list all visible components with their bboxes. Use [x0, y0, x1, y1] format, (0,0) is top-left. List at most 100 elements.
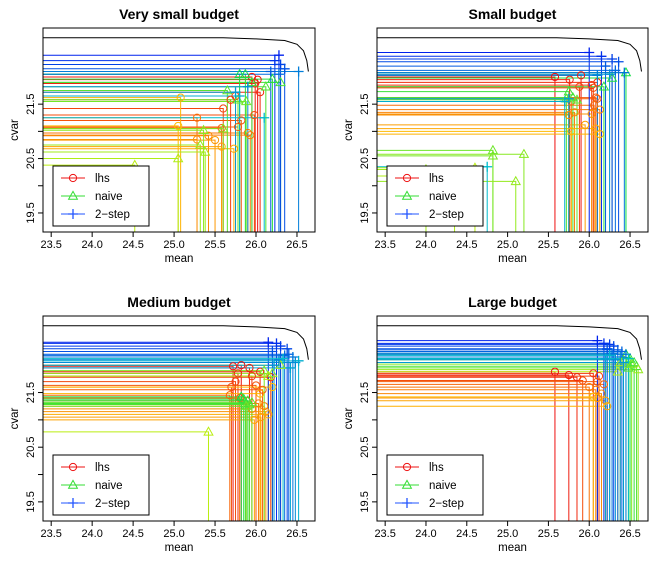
legend-marker — [68, 462, 78, 472]
data-point — [267, 367, 278, 378]
series-naive — [129, 68, 286, 169]
data-point — [256, 88, 265, 97]
data-point — [550, 72, 560, 82]
dominance-line — [43, 151, 206, 232]
data-point — [293, 355, 304, 366]
panel-1: Very small budget 23.5 24.0 24.5 25.0 25.5 26.… — [9, 6, 316, 265]
y-tick-label: 20.5 — [25, 436, 37, 457]
data-point — [487, 144, 499, 155]
data-point — [510, 175, 522, 186]
data-point — [482, 161, 493, 172]
x-tick-label: 26.0 — [579, 239, 600, 251]
pareto-frontier — [377, 37, 642, 72]
data-point — [198, 124, 209, 134]
dominance-line — [43, 148, 235, 232]
x-tick-label: 25.5 — [538, 239, 559, 251]
x-tick-label: 23.5 — [374, 239, 395, 251]
y-tick-label: 19.5 — [25, 202, 37, 223]
x-tick-label: 25.5 — [204, 239, 225, 251]
pareto-frontier — [43, 37, 309, 72]
y-tick-label: 19.5 — [25, 491, 37, 512]
dominance-line — [43, 90, 228, 232]
series-lhs — [174, 72, 265, 153]
data-point — [192, 135, 202, 144]
data-point — [204, 131, 213, 140]
legend-label: 2−step — [429, 498, 464, 510]
data-point — [266, 373, 275, 382]
dominance-line — [43, 114, 255, 232]
data-point — [565, 75, 574, 84]
data-point — [597, 389, 606, 398]
dominance-line — [43, 365, 234, 521]
data-point — [240, 95, 252, 106]
x-tick-label: 23.5 — [40, 528, 61, 540]
data-point — [614, 356, 626, 367]
legend-marker — [401, 479, 413, 489]
dominance-line — [43, 431, 209, 521]
legend-label: naive — [429, 480, 457, 492]
dominance-line — [377, 97, 574, 232]
data-point — [234, 91, 245, 101]
legend: lhs naive 2−step — [52, 454, 150, 516]
legend-marker — [68, 209, 78, 219]
data-point — [612, 344, 623, 355]
x-tick-label: 25.5 — [538, 528, 559, 540]
dominance-line — [43, 139, 216, 232]
data-point — [578, 376, 587, 385]
dominance-line — [43, 128, 224, 232]
dominance-line — [43, 398, 245, 521]
data-point — [285, 362, 296, 373]
x-axis-label: mean — [498, 542, 527, 554]
plot-area — [43, 37, 309, 232]
x-tick-label: 26.0 — [245, 528, 266, 540]
dominance-line — [377, 386, 590, 521]
data-point — [243, 128, 252, 138]
data-point — [240, 400, 252, 410]
data-point — [623, 353, 634, 364]
x-tick-label: 24.0 — [415, 528, 436, 540]
x-axis-label: mean — [165, 253, 194, 265]
series-naive — [612, 348, 644, 376]
data-point — [256, 367, 265, 376]
legend-label: naive — [95, 480, 123, 492]
data-point — [567, 92, 579, 102]
data-point — [567, 127, 576, 136]
data-point — [250, 415, 259, 424]
dominance-line — [43, 400, 249, 521]
x-tick-label: 23.5 — [40, 239, 61, 251]
data-point — [236, 391, 247, 401]
y-axis-label: cvar — [9, 407, 21, 429]
plot-area — [377, 37, 642, 232]
dominance-line — [43, 129, 205, 232]
x-tick-label: 26.0 — [245, 239, 266, 251]
y-tick-label: 19.5 — [359, 491, 371, 512]
data-point — [559, 96, 570, 107]
dominance-line — [377, 86, 605, 232]
data-point — [250, 110, 259, 120]
data-point — [550, 367, 560, 376]
dominance-line — [377, 365, 638, 521]
x-tick-label: 26.5 — [619, 239, 640, 251]
data-point — [619, 67, 630, 78]
dominance-line — [43, 158, 179, 232]
legend-marker — [68, 498, 78, 508]
y-tick-label: 19.5 — [359, 202, 371, 223]
y-tick-label: 20.5 — [359, 148, 371, 169]
data-point — [600, 61, 611, 72]
x-tick-label: 25.0 — [163, 528, 184, 540]
data-point — [195, 139, 206, 149]
data-point — [293, 66, 304, 77]
dominance-line — [377, 124, 586, 232]
dominance-line — [377, 155, 494, 232]
dominance-line — [43, 396, 242, 521]
x-tick-label: 26.5 — [619, 528, 640, 540]
dominance-line — [377, 153, 525, 232]
plot-area — [377, 325, 644, 521]
series-step — [263, 337, 304, 373]
data-point — [268, 382, 277, 392]
dominance-line — [377, 104, 595, 232]
x-tick-label: 24.0 — [81, 528, 102, 540]
dominance-line — [377, 133, 601, 232]
legend-label: 2−step — [95, 498, 130, 510]
data-point — [607, 54, 618, 65]
